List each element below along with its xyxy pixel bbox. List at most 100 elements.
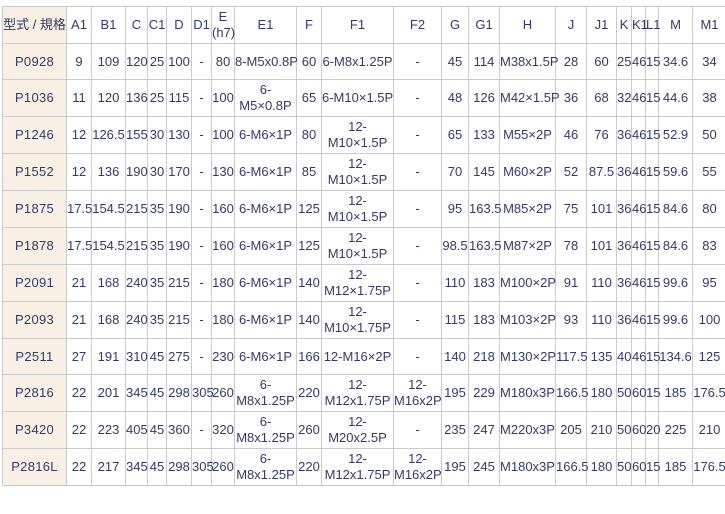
spec-cell: 345 [125,374,148,412]
spec-cell: 305 [191,374,214,412]
spec-cell: 60 [631,448,646,486]
spec-cell: 36 [616,190,632,228]
spec-cell: 15 [645,227,660,265]
spec-cell: 215 [125,227,148,265]
table-row: P1878 17.5 154.5 215 35 190-160 6-M6×1P 125 12- … [2,227,725,265]
spec-cell: 80 [692,190,725,228]
spec-cell: 145 [468,153,500,191]
spec-cell: - [393,301,442,339]
spec-cell: 190 [125,153,148,191]
spec-cell: 15 [645,448,660,486]
spec-cell: 235 [441,411,469,449]
spec-cell: 34.6 [658,43,693,80]
spec-cell: 360 [166,411,192,449]
spec-cell: 12-M16×2P [321,338,394,375]
spec-cell: 101 [586,190,617,228]
table-row: P2816L 22 217 345 45 298 305 260 6- M8x1.25P 220 1… [2,448,725,486]
spec-cell: 46 [631,338,646,375]
spec-cell: 48 [441,79,469,117]
spec-cell: 125 [296,190,322,228]
spec-cell: 140 [296,301,322,339]
spec-cell: - [191,79,212,117]
spec-cell: 8-M5x0.8P [234,43,298,80]
spec-cell: 15 [645,116,660,154]
spec-cell: 195 [441,448,469,486]
spec-cell: 46 [631,301,646,339]
spec-cell: 110 [586,301,617,339]
spec-cell: 183 [468,301,500,339]
spec-cell: 76 [586,116,617,154]
spec-cell: 229 [468,374,500,412]
spec-cell: 210 [586,411,617,449]
model-cell: P1878 [2,227,67,265]
spec-cell: 80 [296,116,322,154]
table-row: P0928 9 109 120 25 100-80 8-M5x0.8P 60 6-M8x1.25… [2,43,725,80]
model-cell: P1875 [2,190,67,228]
spec-cell: 245 [468,448,500,486]
spec-cell: 126.5 [91,116,126,154]
spec-cell: 60 [296,43,322,80]
spec-cell: 6- M8x1.25P [234,411,297,449]
spec-cell: 320 [211,411,235,449]
spec-cell: 191 [91,338,126,375]
spec-cell: - [393,153,442,191]
spec-cell: M180x3P [499,448,556,486]
spec-cell: 52.9 [658,116,693,154]
spec-cell: 176.5 [692,374,725,412]
spec-cell: 98.5 [441,227,469,265]
spec-cell: 60 [631,411,646,449]
spec-cell: 180 [211,301,235,339]
column-header: A1 [66,6,92,44]
spec-cell: 75 [555,190,587,228]
spec-cell: - [191,301,212,339]
spec-cell: 46 [631,116,646,154]
spec-cell: 12- M16x2P [393,448,442,486]
spec-cell: 240 [125,264,148,302]
spec-cell: 55 [692,153,725,191]
spec-cell: 35 [147,190,167,228]
spec-cell: 115 [166,79,192,117]
spec-cell: 6- M8x1.25P [234,374,297,412]
spec-cell: 45 [147,374,167,412]
column-header: F [296,6,322,44]
column-header: L1 [645,6,660,44]
spec-cell: 154.5 [91,190,126,228]
spec-cell: 12- M20x2.5P [321,411,394,449]
model-cell: P2816 [2,374,67,412]
spec-cell: 17.5 [66,227,92,265]
spec-cell: 45 [147,411,167,449]
spec-cell: M60×2P [499,153,556,191]
spec-cell: 134.6 [658,338,693,375]
spec-cell: 140 [296,264,322,302]
spec-cell: - [393,116,442,154]
spec-cell: 275 [166,338,192,375]
spec-cell: 34 [692,43,725,80]
spec-cell: 65 [296,79,322,117]
spec-table: 型式 / 規格 A1 B1 C C1 D D1 E (h7) E1 F F1 F2 G G1 H J J1 K K1… [2,6,725,486]
spec-cell: 100 [211,79,235,117]
spec-cell: 110 [586,264,617,302]
spec-cell: M180x3P [499,374,556,412]
model-cell: P2093 [2,301,67,339]
spec-cell: 60 [631,374,646,412]
spec-cell: 46 [631,79,646,117]
spec-cell: 35 [147,301,167,339]
spec-cell: - [191,338,212,375]
spec-cell: 135 [586,338,617,375]
spec-cell: 15 [645,79,660,117]
spec-cell: 225 [658,411,693,449]
spec-cell: 12- M10×1.5P [321,190,394,228]
spec-cell: - [191,411,212,449]
spec-cell: 46 [631,190,646,228]
spec-cell: 78 [555,227,587,265]
spec-cell: - [191,116,212,154]
spec-cell: 166 [296,338,322,375]
spec-cell: 22 [66,411,92,449]
spec-cell: 120 [125,43,148,80]
spec-cell: 15 [645,374,660,412]
spec-cell: 87.5 [586,153,617,191]
spec-cell: 247 [468,411,500,449]
spec-cell: 20 [645,411,660,449]
spec-cell: 205 [555,411,587,449]
table-header: 型式 / 規格 A1 B1 C C1 D D1 E (h7) E1 F F1 F2 G G1 H J J1 K K1… [2,6,725,44]
